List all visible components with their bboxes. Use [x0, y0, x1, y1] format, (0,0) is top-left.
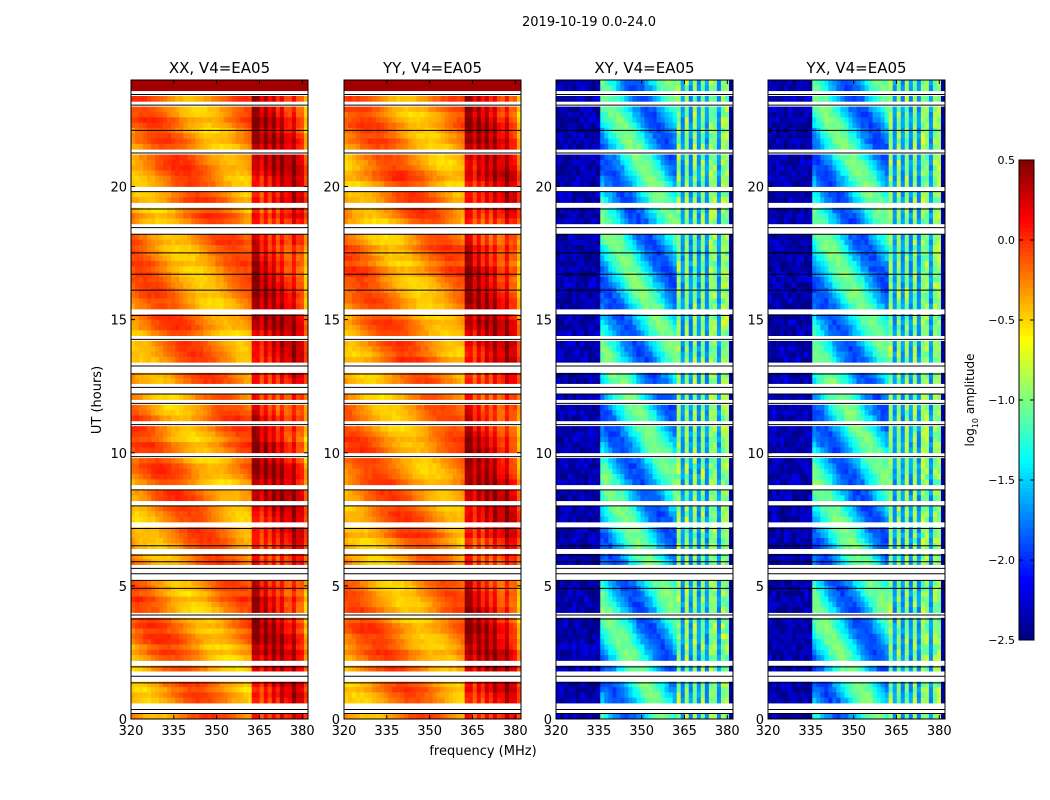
heatmap-image: [768, 80, 945, 719]
colorbar-tick-label: −2.5: [988, 634, 1015, 647]
colorbar-tick-label: 0.5: [998, 154, 1016, 167]
y-axis-label: UT (hours): [90, 366, 105, 434]
y-tick-label: 0: [756, 713, 764, 728]
panel-yy: YY, V4=EA05 320 335 350 365 380 0 5 10 15 20: [323, 59, 527, 739]
x-axis-label: frequency (MHz): [429, 744, 536, 759]
panel-title: XY, V4=EA05: [594, 59, 694, 77]
colorbar-tick-label: −1.5: [988, 474, 1015, 487]
panel-frame: [767, 79, 946, 720]
y-tick-label: 5: [544, 580, 552, 595]
y-tick-label: 10: [323, 447, 340, 462]
panel-xx: XX, V4=EA05 320 335 350 365 380 0 5 10 15 20: [110, 59, 314, 739]
y-tick-label: 10: [110, 447, 127, 462]
y-tick-label: 20: [323, 181, 340, 196]
y-tick-label: 15: [323, 314, 340, 329]
x-tick-label: 335: [161, 724, 186, 739]
y-tick-label: 5: [756, 580, 764, 595]
colorbar-tick-label: −1.0: [988, 394, 1015, 407]
x-tick-label: 350: [204, 724, 229, 739]
x-tick-label: 380: [715, 724, 740, 739]
y-tick-label: 20: [747, 181, 764, 196]
x-tick-label: 380: [927, 724, 952, 739]
y-tick-label: 10: [535, 447, 552, 462]
x-tick-label: 350: [629, 724, 654, 739]
panel-frame: [555, 79, 734, 720]
colorbar-tick-label: −0.5: [988, 314, 1015, 327]
y-tick-label: 15: [535, 314, 552, 329]
x-tick-label: 365: [884, 724, 909, 739]
x-tick-label: 320: [756, 724, 781, 739]
panel-title: YY, V4=EA05: [382, 59, 482, 77]
panel-frame: [130, 79, 309, 720]
y-tick-label: 5: [332, 580, 340, 595]
panel-title: YX, V4=EA05: [805, 59, 906, 77]
y-tick-label: 5: [119, 580, 127, 595]
x-tick-label: 365: [460, 724, 485, 739]
panel-frame: [343, 79, 522, 720]
x-tick-label: 335: [374, 724, 399, 739]
colorbar-tick-label: 0.0: [998, 234, 1016, 247]
y-tick-label: 0: [544, 713, 552, 728]
y-tick-label: 0: [119, 713, 127, 728]
x-tick-label: 350: [841, 724, 866, 739]
x-tick-label: 365: [247, 724, 272, 739]
heatmap-image: [131, 80, 308, 719]
y-tick-label: 15: [110, 314, 127, 329]
x-tick-label: 350: [417, 724, 442, 739]
x-tick-label: 320: [544, 724, 569, 739]
figure-suptitle: 2019-10-19 0.0-24.0: [522, 15, 656, 30]
panel-xy: XY, V4=EA05 320 335 350 365 380 0 5 10 15 20: [535, 59, 739, 739]
heatmap-image: [556, 80, 733, 719]
y-tick-label: 0: [332, 713, 340, 728]
x-tick-label: 320: [119, 724, 144, 739]
panel-title: XX, V4=EA05: [169, 59, 270, 77]
x-tick-label: 380: [503, 724, 528, 739]
y-tick-label: 20: [110, 181, 127, 196]
heatmap-image: [344, 80, 521, 719]
x-tick-label: 380: [290, 724, 315, 739]
colorbar-label: log10 amplitude: [963, 354, 980, 447]
y-tick-label: 20: [535, 181, 552, 196]
x-tick-label: 320: [332, 724, 357, 739]
colorbar-tick-label: −2.0: [988, 554, 1015, 567]
panel-yx: YX, V4=EA05 320 335 350 365 380 0 5 10 15 20: [747, 59, 951, 739]
colorbar-gradient: [1019, 160, 1034, 641]
y-tick-label: 15: [747, 314, 764, 329]
x-tick-label: 365: [672, 724, 697, 739]
colorbar: 0.5 0.0 −0.5 −1.0 −1.5 −2.0 −2.5 log10 amplitud…: [963, 154, 1035, 647]
x-tick-label: 335: [798, 724, 823, 739]
x-tick-label: 335: [586, 724, 611, 739]
y-tick-label: 10: [747, 447, 764, 462]
